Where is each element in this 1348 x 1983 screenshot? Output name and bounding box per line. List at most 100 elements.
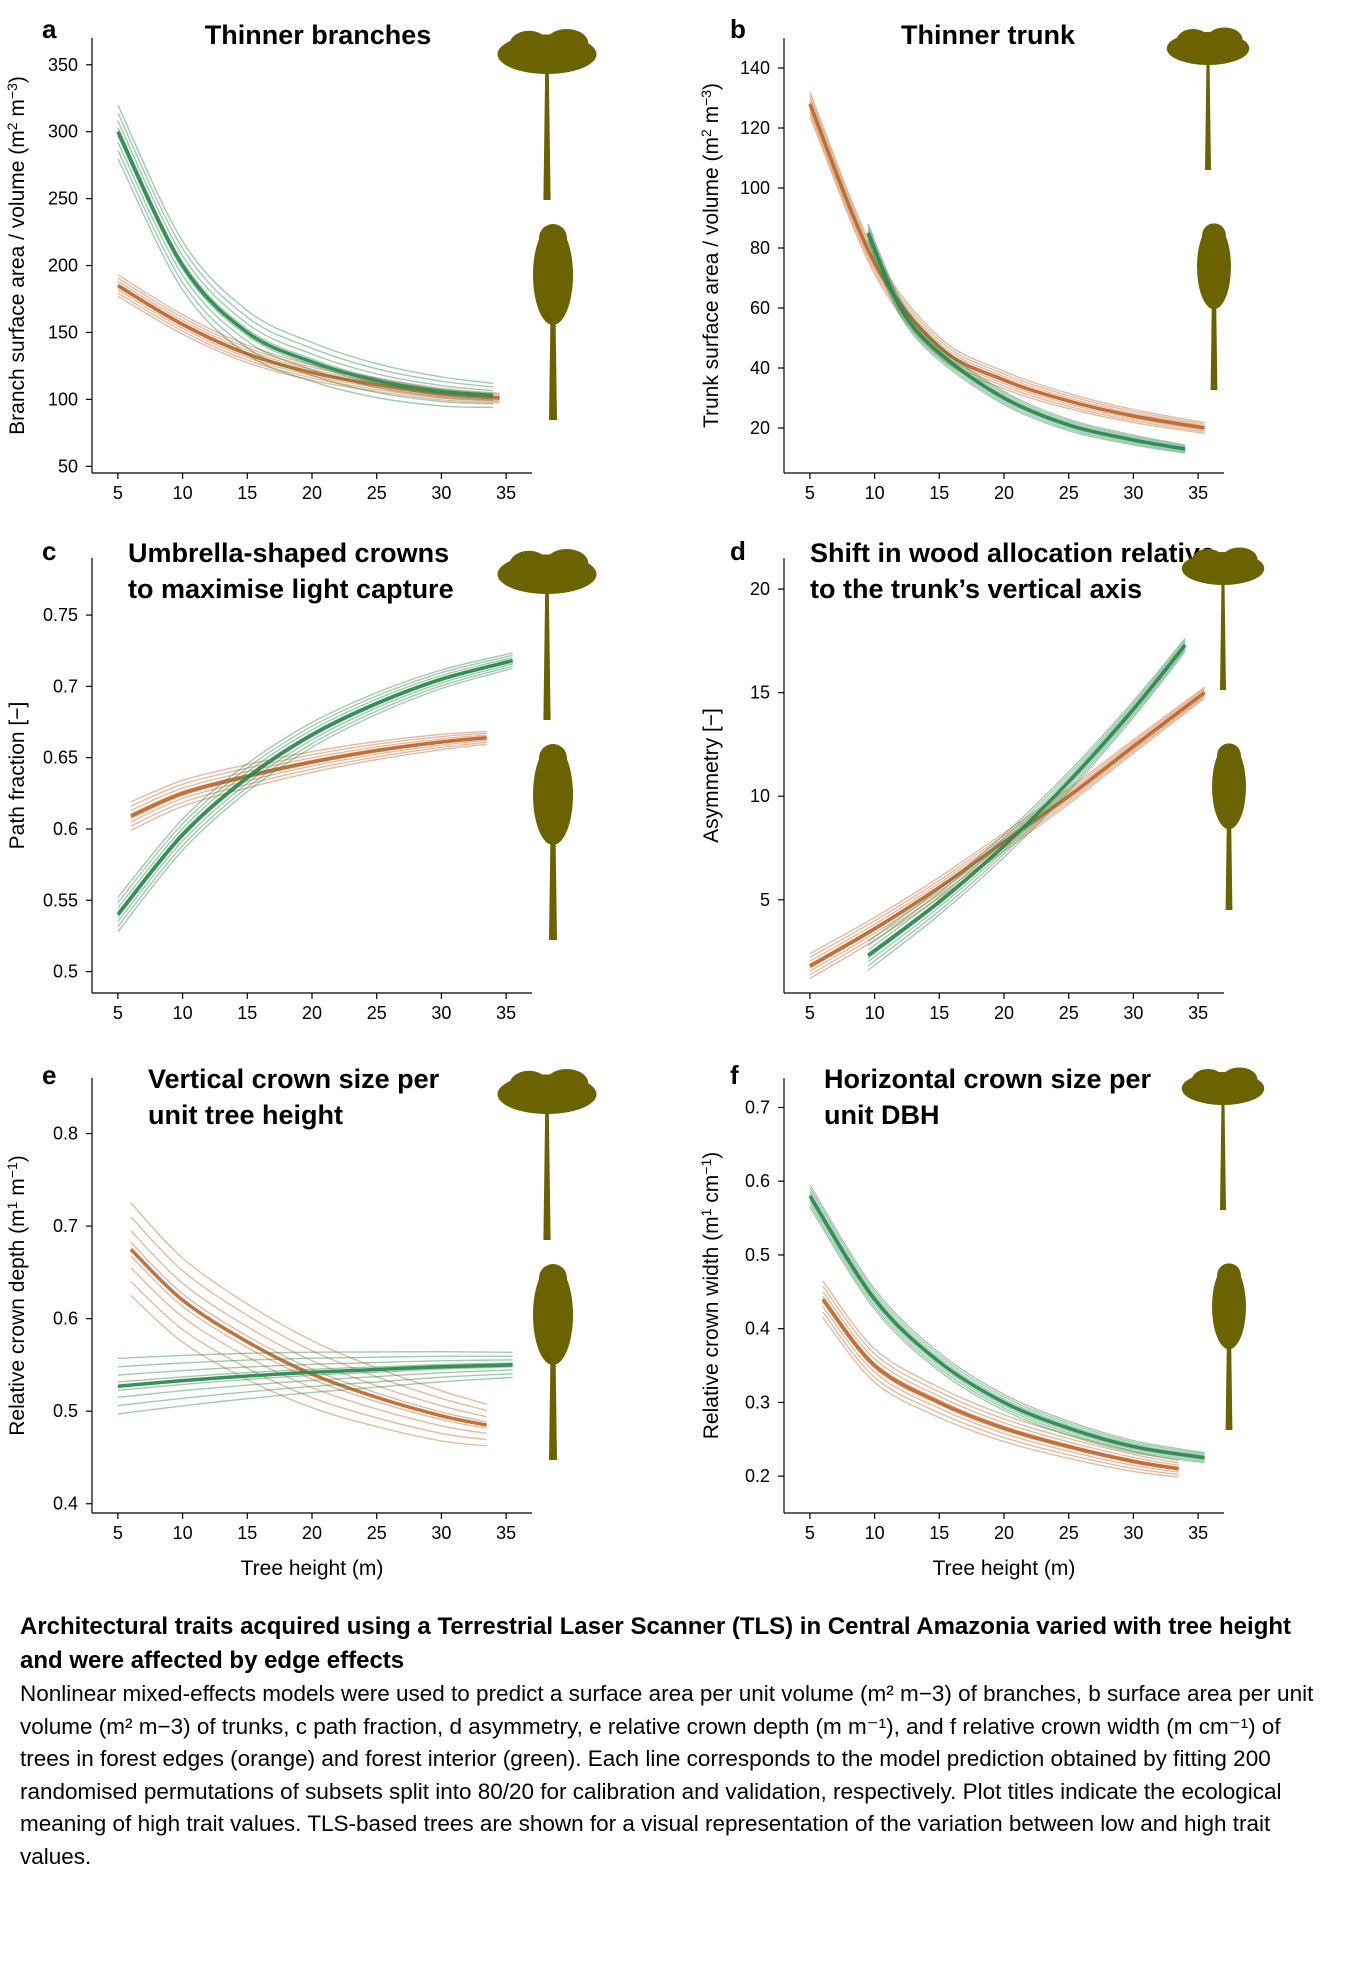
series-interior xyxy=(808,1184,1205,1464)
x-tick-label: 10 xyxy=(865,483,885,503)
series-line xyxy=(809,91,1205,424)
x-tick-label: 10 xyxy=(865,1523,885,1543)
series-line xyxy=(130,1255,487,1429)
x-tick-label: 30 xyxy=(1123,1523,1143,1543)
series-line xyxy=(808,103,1205,430)
series-line xyxy=(867,638,1186,942)
chart-title: Thinner trunk xyxy=(901,20,1076,50)
tree-silhouette-icon xyxy=(1212,1263,1246,1430)
y-tick-label: 200 xyxy=(48,256,78,276)
y-tick-label: 80 xyxy=(750,238,770,258)
series-line xyxy=(117,158,494,409)
y-axis-label: Relative crown width (m1 cm−1) xyxy=(698,1152,723,1440)
tree-silhouette-icon xyxy=(1181,1067,1265,1210)
panel-label: d xyxy=(730,536,746,566)
series-line xyxy=(130,1267,487,1435)
y-tick-label: 0.6 xyxy=(53,1309,78,1329)
y-tick-label: 0.7 xyxy=(53,676,78,696)
series-line xyxy=(867,643,1187,958)
x-tick-label: 30 xyxy=(1123,483,1143,503)
series-line xyxy=(130,730,487,803)
series-line xyxy=(822,1280,1179,1462)
chart-title: Shift in wood allocation relative xyxy=(810,538,1215,568)
series-line xyxy=(809,1193,1205,1458)
series-line xyxy=(821,1298,1179,1471)
series-line xyxy=(130,1281,487,1441)
panel-e: 5 10 15 20 25 30 35 0.4 0.5 0.6 0.7 0.8 Relative cro… xyxy=(4,1060,597,1580)
panel-label: c xyxy=(42,536,56,566)
y-axis-label: Branch surface area / volume (m2 m−3) xyxy=(4,76,29,435)
series-line xyxy=(822,1311,1179,1476)
x-tick-label: 20 xyxy=(994,483,1014,503)
series-line xyxy=(130,734,487,812)
x-tick-label: 5 xyxy=(113,483,123,503)
x-tick-label: 10 xyxy=(173,1003,193,1023)
x-tick-label: 15 xyxy=(929,483,949,503)
panel-b: 5 10 15 20 25 30 35 20 40 60 80 100 120 140 Trunk surf… xyxy=(698,14,1250,503)
panel-label: b xyxy=(730,14,746,44)
x-tick-label: 20 xyxy=(302,1003,322,1023)
series-line xyxy=(809,1203,1205,1462)
panel-f: 5 10 15 20 25 30 35 0.2 0.3 0.4 0.5 0.6 0.7 Relative … xyxy=(698,1060,1265,1580)
series-line xyxy=(809,95,1205,425)
y-tick-label: 50 xyxy=(58,456,78,476)
tree-silhouette-icon xyxy=(1181,547,1265,690)
chart-title: Horizontal crown size per xyxy=(824,1064,1152,1094)
series-line xyxy=(809,108,1205,431)
y-tick-label: 100 xyxy=(740,178,770,198)
series-line xyxy=(130,1294,487,1447)
x-tick-label: 5 xyxy=(805,1523,815,1543)
series-line xyxy=(809,1187,1205,1455)
x-tick-label: 10 xyxy=(173,1523,193,1543)
series-line xyxy=(117,112,494,388)
series-line xyxy=(867,241,1186,454)
series-line xyxy=(809,689,1206,962)
y-tick-label: 0.3 xyxy=(745,1392,770,1412)
series-line xyxy=(809,1200,1205,1461)
x-tick-label: 15 xyxy=(237,1003,257,1023)
x-tick-label: 20 xyxy=(302,483,322,503)
x-tick-label: 10 xyxy=(173,483,193,503)
series-line xyxy=(130,1202,487,1405)
y-tick-label: 0.4 xyxy=(53,1494,78,1514)
series-line xyxy=(809,691,1206,965)
x-tick-label: 25 xyxy=(1059,1523,1079,1543)
series-line xyxy=(809,1184,1205,1454)
series-line xyxy=(117,652,513,898)
series-line xyxy=(822,1317,1179,1478)
series-interior xyxy=(117,1350,513,1415)
x-tick-label: 35 xyxy=(1188,1003,1208,1023)
series-line xyxy=(129,1247,488,1427)
x-tick-label: 20 xyxy=(994,1523,1014,1543)
y-tick-label: 300 xyxy=(48,122,78,142)
series-line xyxy=(867,651,1186,971)
series-line xyxy=(867,639,1186,947)
series-line xyxy=(130,1241,487,1423)
x-tick-label: 25 xyxy=(367,1003,387,1023)
chart-title: unit tree height xyxy=(148,1100,343,1130)
chart-title: Umbrella-shaped crowns xyxy=(128,538,449,568)
x-tick-label: 35 xyxy=(1188,1523,1208,1543)
panel-a: 5 10 15 20 25 30 35 50 100 150 200 250 300 350 Branch … xyxy=(4,14,597,503)
series-line xyxy=(117,1363,513,1388)
x-tick-label: 5 xyxy=(113,1003,123,1023)
chart-title: Vertical crown size per xyxy=(148,1064,440,1094)
x-tick-label: 15 xyxy=(237,483,257,503)
panel-d: 5 10 15 20 25 30 35 5 10 15 20 Asymmetry [−] d Shift … xyxy=(700,536,1265,1023)
y-tick-label: 5 xyxy=(760,890,770,910)
x-tick-label: 15 xyxy=(929,1003,949,1023)
series-line xyxy=(117,286,500,400)
series-line xyxy=(117,104,494,384)
y-tick-label: 20 xyxy=(750,418,770,438)
series-line xyxy=(117,283,500,398)
series-line xyxy=(130,1230,487,1418)
series-line xyxy=(809,1191,1205,1457)
series-line xyxy=(809,112,1205,433)
series-line xyxy=(116,284,500,400)
y-axis-label: Trunk surface area / volume (m2 m−3) xyxy=(698,83,723,428)
x-tick-label: 5 xyxy=(113,1523,123,1543)
series-line xyxy=(117,658,513,913)
series-line xyxy=(117,295,500,404)
series-line xyxy=(117,1362,513,1383)
series-line xyxy=(867,231,1186,450)
